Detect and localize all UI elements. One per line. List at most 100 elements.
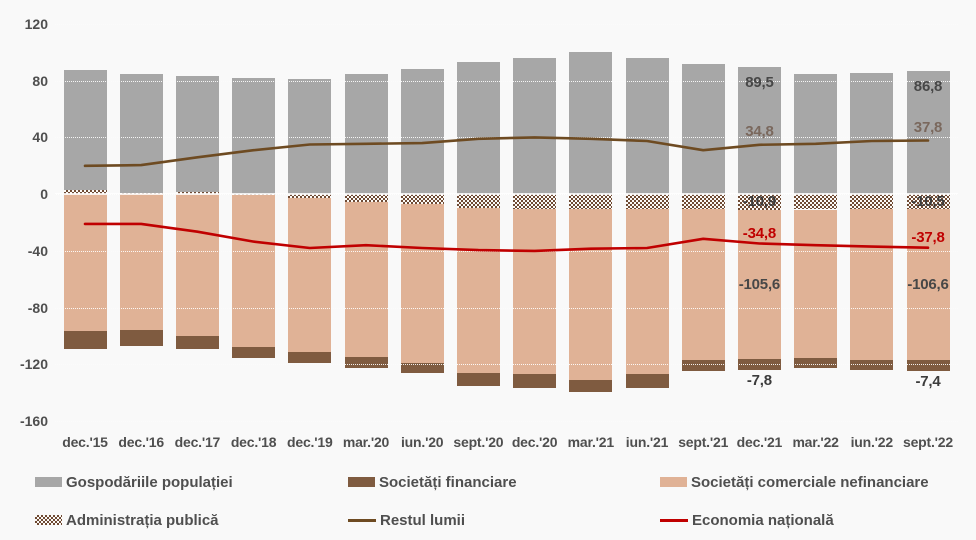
- bar-segment-financial: [288, 352, 332, 363]
- bar-segment-households: [513, 58, 557, 195]
- bar-segment-nonfinancial: [344, 201, 388, 358]
- x-axis-tick: iun.'20: [400, 434, 444, 450]
- y-axis-tick: 0: [40, 186, 48, 203]
- bar-segment-households: [119, 73, 163, 193]
- x-axis-tick: iun.'22: [850, 434, 894, 450]
- y-axis-tick: 80: [32, 72, 48, 89]
- gridline-overlay: [55, 250, 958, 252]
- bar-segment-public_admin: [456, 194, 500, 208]
- bar-segment-nonfinancial: [175, 194, 219, 336]
- bar-segment-financial: [63, 331, 107, 350]
- bar-segment-public_admin: [681, 194, 725, 209]
- value-label-nonfinancial: -106,6: [907, 275, 949, 293]
- y-axis-tick: 120: [24, 16, 48, 32]
- value-label-households: 89,5: [745, 74, 774, 92]
- legend-label-public_admin: Administrația publică: [66, 511, 219, 529]
- bar-segment-public_admin: [175, 192, 219, 195]
- x-axis-tick: mar.'20: [342, 434, 390, 450]
- legend-item-households: Gospodăriile populației: [35, 472, 233, 492]
- bar-segment-financial: [625, 374, 669, 388]
- bar-segment-financial: [119, 330, 163, 346]
- bar-segment-nonfinancial: [681, 209, 725, 360]
- x-axis-tick: dec.'19: [287, 434, 333, 450]
- legend-swatch-public_admin: [35, 515, 62, 525]
- bar-segment-financial: [569, 379, 613, 392]
- bar-segment-households: [850, 72, 894, 195]
- bar-segment-public_admin: [906, 194, 950, 209]
- x-axis-tick: sept.'20: [453, 434, 504, 450]
- legend-swatch-national_economy: [660, 518, 688, 522]
- y-axis-tick: -40: [27, 242, 48, 259]
- x-axis-tick: mar.'21: [567, 434, 615, 450]
- y-axis-tick: 40: [32, 129, 48, 146]
- y-axis-tick: -160: [19, 413, 48, 429]
- bar-segment-nonfinancial: [513, 209, 557, 375]
- bar-segment-nonfinancial: [400, 204, 444, 363]
- bar-segment-nonfinancial: [850, 209, 894, 361]
- bar-segment-public_admin: [625, 194, 669, 209]
- x-axis-tick: dec.'21: [736, 434, 783, 450]
- value-label-national_economy: -34,8: [742, 224, 776, 242]
- bar-segment-households: [625, 58, 669, 195]
- legend-label-nonfinancial: Societăți comerciale nefinanciare: [691, 473, 929, 491]
- bar-segment-nonfinancial: [63, 194, 107, 331]
- value-label-nonfinancial: -105,6: [738, 275, 781, 293]
- bar-segment-nonfinancial: [232, 194, 276, 347]
- value-label-households: 86,8: [913, 78, 943, 96]
- gridline-overlay: [55, 80, 958, 82]
- x-axis-tick: iun.'21: [625, 434, 669, 450]
- bar-segment-financial: [681, 360, 725, 371]
- legend-label-households: Gospodăriile populației: [66, 473, 233, 491]
- bar-segment-financial: [456, 372, 500, 387]
- bar-segment-financial: [794, 358, 838, 369]
- x-axis-tick: dec.'17: [174, 434, 221, 450]
- bar-segment-households: [63, 70, 107, 190]
- legend-label-financial: Societăți financiare: [379, 473, 517, 491]
- bar-segment-public_admin: [569, 194, 613, 209]
- bar-segment-nonfinancial: [794, 209, 838, 359]
- bar-segment-nonfinancial: [456, 207, 500, 373]
- bar-segment-households: [681, 63, 725, 195]
- bar-segment-financial: [232, 346, 276, 358]
- legend-swatch-nonfinancial: [660, 477, 687, 487]
- y-axis-tick: -120: [19, 356, 48, 373]
- legend-swatch-rest_of_world: [348, 518, 376, 522]
- x-axis-tick: sept.'22: [903, 434, 953, 450]
- bar-segment-households: [794, 73, 838, 195]
- value-label-public_admin: -10,5: [911, 192, 945, 210]
- value-label-rest_of_world: 37,8: [913, 118, 943, 136]
- bar-segment-nonfinancial: [569, 209, 613, 380]
- gridline-overlay: [55, 137, 958, 139]
- y-axis-tick: -80: [27, 299, 48, 316]
- bar-segment-households: [569, 52, 613, 195]
- bar-segment-public_admin: [400, 194, 444, 204]
- x-axis-tick: mar.'22: [792, 434, 839, 450]
- bar-segment-nonfinancial: [119, 194, 163, 331]
- bar-segment-households: [906, 71, 950, 195]
- bar-segment-financial: [400, 362, 444, 374]
- value-label-public_admin: -10,9: [742, 192, 776, 210]
- legend-label-national_economy: Economia națională: [692, 511, 834, 529]
- bar-segment-financial: [513, 374, 557, 389]
- x-axis-tick: dec.'20: [511, 434, 558, 450]
- value-label-financial: -7,4: [915, 372, 941, 390]
- legend-item-national_economy: Economia națională: [660, 510, 834, 530]
- bar-segment-nonfinancial: [625, 209, 669, 375]
- bar-segment-households: [737, 67, 781, 195]
- bar-segment-financial: [175, 335, 219, 350]
- x-axis-tick: dec.'16: [118, 434, 164, 450]
- bar-segment-financial: [906, 360, 950, 371]
- legend-item-nonfinancial: Societăți comerciale nefinanciare: [660, 472, 929, 492]
- x-axis-tick: dec.'18: [230, 434, 277, 450]
- gridline-overlay: [55, 421, 958, 422]
- legend-label-rest_of_world: Restul lumii: [380, 511, 466, 529]
- bar-segment-households: [344, 74, 388, 195]
- value-label-rest_of_world: 34,8: [745, 122, 774, 140]
- bar-segment-public_admin: [737, 194, 781, 210]
- bar-segment-households: [175, 75, 219, 193]
- gridline-overlay: [55, 307, 958, 309]
- legend-swatch-households: [35, 477, 62, 487]
- bar-segment-financial: [344, 357, 388, 369]
- bar-segment-nonfinancial: [288, 198, 332, 353]
